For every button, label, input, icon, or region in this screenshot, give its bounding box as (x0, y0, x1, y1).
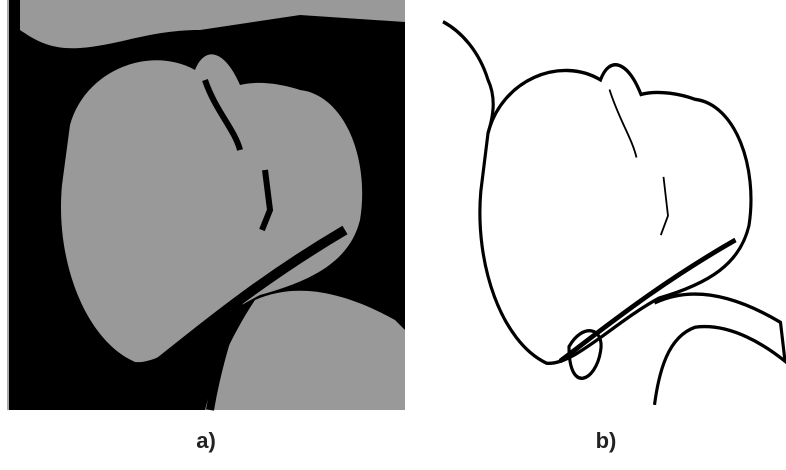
panel-label: b) (596, 428, 617, 453)
panel-label: a) (196, 428, 216, 453)
figure: a) b) (0, 0, 786, 465)
panel-b-image (430, 10, 786, 410)
panel-a-image (8, 0, 405, 410)
